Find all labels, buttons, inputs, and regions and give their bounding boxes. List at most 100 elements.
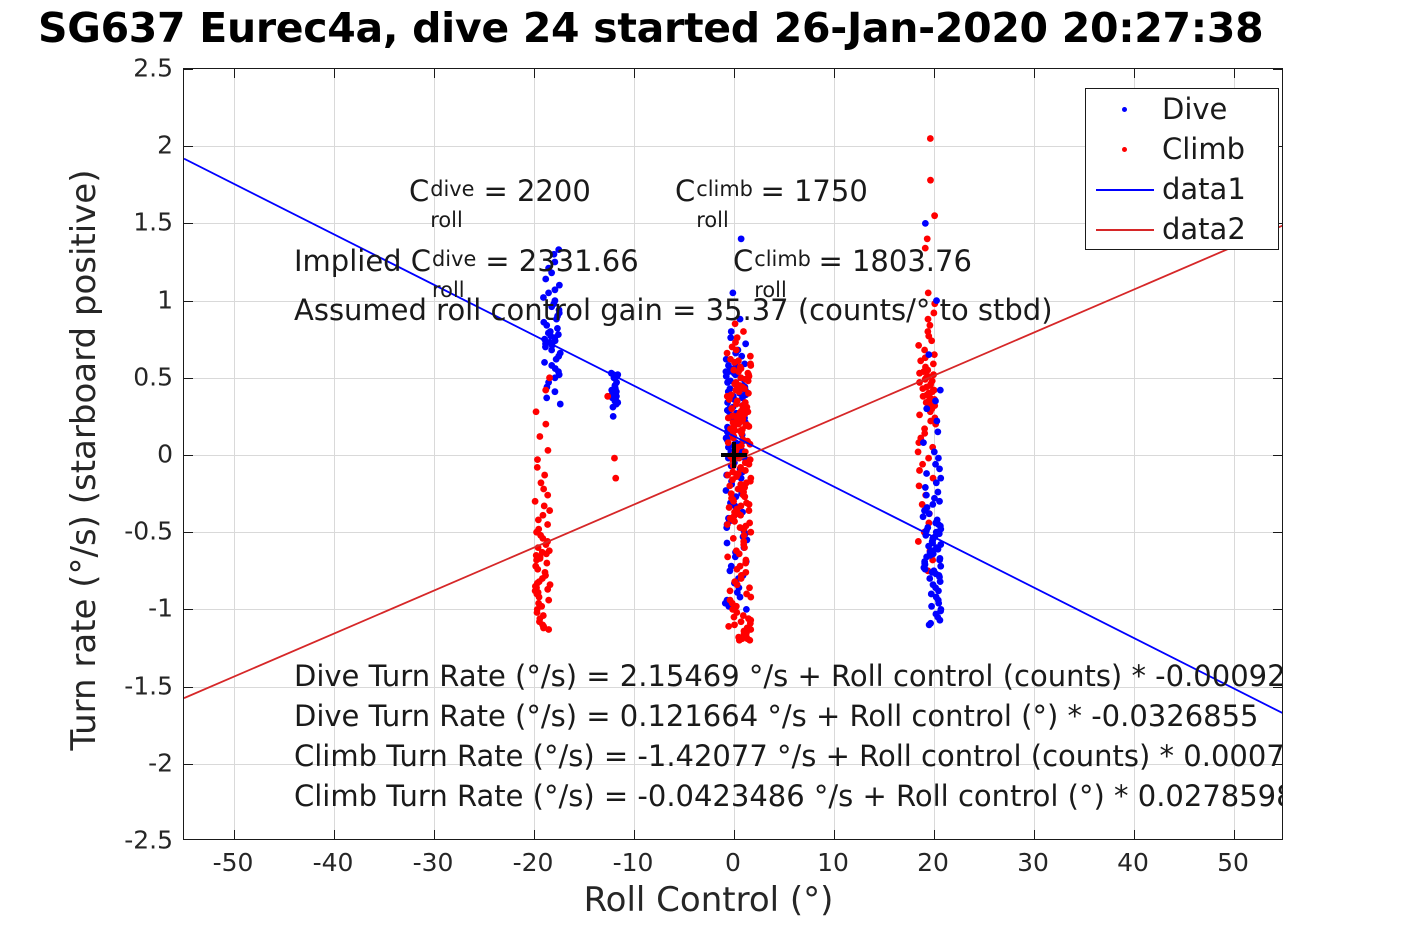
data-point xyxy=(924,315,932,323)
data-point xyxy=(733,565,741,573)
data-point xyxy=(737,511,745,519)
data-point xyxy=(927,176,934,184)
x-tick-mark-top xyxy=(934,69,935,78)
data-point xyxy=(724,379,731,386)
gridline-horizontal xyxy=(184,377,1282,379)
data-point xyxy=(932,397,939,405)
data-point xyxy=(556,400,564,408)
data-point xyxy=(551,286,559,294)
data-point xyxy=(727,328,735,335)
data-point xyxy=(936,578,944,586)
x-tick-label: 20 xyxy=(917,848,949,877)
data-point xyxy=(542,275,550,283)
y-tick-label: 0 xyxy=(157,439,173,469)
x-tick-mark xyxy=(834,830,835,839)
data-point xyxy=(741,493,749,501)
x-tick-mark-top xyxy=(434,69,435,78)
y-tick-label: 1.5 xyxy=(133,207,173,237)
data-point xyxy=(742,606,750,613)
x-tick-label: -50 xyxy=(212,848,254,877)
data-point xyxy=(930,309,938,317)
data-point xyxy=(545,289,552,297)
c-climb-subscript: roll xyxy=(696,207,729,232)
data-point xyxy=(733,581,741,589)
data-point xyxy=(731,621,738,629)
x-tick-label: 0 xyxy=(725,848,741,877)
data-point xyxy=(739,612,747,619)
y-tick-label: 2 xyxy=(157,130,173,160)
data-point xyxy=(740,328,747,335)
data-point xyxy=(543,321,551,329)
gridline-horizontal xyxy=(184,223,1282,225)
data-point xyxy=(534,456,541,464)
data-point xyxy=(923,235,931,243)
data-points xyxy=(531,135,945,644)
legend-line-icon xyxy=(1086,169,1162,209)
y-tick-mark xyxy=(184,146,193,148)
legend-item-climb[interactable]: Climb xyxy=(1086,129,1278,169)
data-point xyxy=(537,479,545,487)
data-point xyxy=(932,479,940,487)
implied-dive-value: = 2331.66 xyxy=(476,244,639,278)
data-point xyxy=(741,544,748,552)
data-point xyxy=(745,389,752,397)
data-point xyxy=(724,553,732,561)
data-point xyxy=(916,411,923,419)
data-point xyxy=(540,502,548,510)
gridline-horizontal xyxy=(184,146,1282,148)
y-tick-mark-right xyxy=(1273,69,1282,70)
data-point xyxy=(724,439,732,447)
y-tick-mark xyxy=(184,69,193,70)
data-point xyxy=(542,550,550,558)
legend-item-data2[interactable]: data2 xyxy=(1086,209,1278,249)
data-point xyxy=(552,355,560,363)
legend-item-dive[interactable]: Dive xyxy=(1086,89,1278,129)
data-point xyxy=(735,550,743,558)
data-point xyxy=(725,622,733,630)
data-point xyxy=(553,315,560,323)
data-point xyxy=(735,368,742,376)
data-point xyxy=(548,303,556,311)
y-tick-label: -1.5 xyxy=(124,671,173,701)
data-point xyxy=(919,392,927,400)
x-tick-label: -20 xyxy=(512,848,554,877)
data-point xyxy=(540,624,547,632)
data-point xyxy=(744,377,752,385)
data-point xyxy=(531,497,539,505)
x-tick-label: -30 xyxy=(412,848,454,877)
data-point xyxy=(930,448,938,456)
y-tick-label: -2.5 xyxy=(124,825,173,855)
x-tick-label: 50 xyxy=(1217,848,1249,877)
legend-item-data1[interactable]: data1 xyxy=(1086,169,1278,209)
data-point xyxy=(923,405,931,413)
gridline-vertical xyxy=(634,69,635,839)
legend-label: data2 xyxy=(1162,212,1246,246)
x-tick-mark xyxy=(534,830,535,839)
data-point xyxy=(604,392,612,400)
data-point xyxy=(934,545,942,553)
implied-climb-subscript: roll xyxy=(754,277,787,302)
gridline-vertical xyxy=(1234,69,1235,839)
x-tick-mark-top xyxy=(334,69,335,78)
equation-line-2: Dive Turn Rate (°/s) = 0.121664 °/s + Ro… xyxy=(294,699,1259,733)
equation-line-1: Dive Turn Rate (°/s) = 2.15469 °/s + Rol… xyxy=(294,659,1283,693)
data-point xyxy=(551,258,559,266)
data-point xyxy=(927,417,935,425)
data-point xyxy=(729,289,737,297)
data-point xyxy=(729,468,737,476)
data-point xyxy=(929,501,937,508)
data-point xyxy=(548,269,556,277)
c-climb-value: = 1750 xyxy=(751,174,868,208)
x-tick-mark xyxy=(1034,830,1035,839)
data-point xyxy=(932,460,939,468)
data-point xyxy=(914,538,922,545)
data-point xyxy=(923,470,930,477)
data-point xyxy=(916,467,923,474)
data-point xyxy=(540,485,548,493)
c-climb-superscript: climb xyxy=(696,177,753,202)
data-point xyxy=(735,636,743,644)
x-tick-mark-top xyxy=(634,69,635,78)
data-point xyxy=(745,460,753,468)
